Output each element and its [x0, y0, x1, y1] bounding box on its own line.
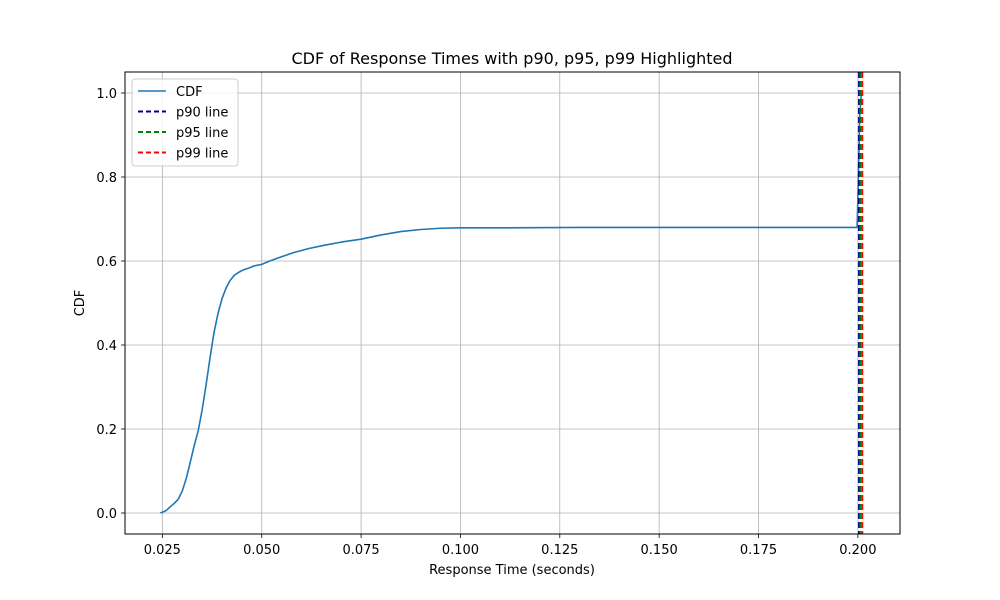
plot-frame — [124, 71, 901, 535]
x-tick-label: 0.050 — [243, 543, 280, 558]
legend-label: CDF — [176, 85, 203, 100]
series-layer — [160, 72, 864, 534]
x-tick-label: 0.125 — [541, 543, 578, 558]
x-tick-label: 0.150 — [641, 543, 678, 558]
tick-layer: 0.025 0.050 0.075 0.100 0.125 0.150 0.175 0.200… — [96, 87, 876, 558]
x-tick-label: 0.075 — [342, 543, 379, 558]
y-tick-label: 0.2 — [96, 423, 117, 438]
grid-lines — [125, 72, 900, 534]
y-tick-label: 1.0 — [96, 87, 117, 102]
legend-label: p90 line — [176, 106, 228, 121]
legend-label: p95 line — [176, 126, 228, 141]
x-tick-label: 0.025 — [144, 543, 181, 558]
y-tick-label: 0.4 — [96, 339, 117, 354]
y-tick-label: 0.0 — [96, 507, 117, 522]
y-tick-label: 0.8 — [96, 171, 117, 186]
chart-title: CDF of Response Times with p90, p95, p99… — [291, 49, 732, 68]
x-tick-label: 0.100 — [442, 543, 479, 558]
cdf-line — [160, 92, 863, 514]
y-tick-label: 0.6 — [96, 255, 117, 270]
x-tick-label: 0.200 — [839, 543, 876, 558]
legend-box — [131, 78, 239, 167]
legend-label: p99 line — [176, 147, 228, 162]
x-tick-label: 0.175 — [740, 543, 777, 558]
x-axis-label: Response Time (seconds) — [429, 563, 595, 578]
y-axis-label: CDF — [73, 290, 88, 317]
legend: CDF p90 line p95 line p99 line — [131, 78, 239, 167]
